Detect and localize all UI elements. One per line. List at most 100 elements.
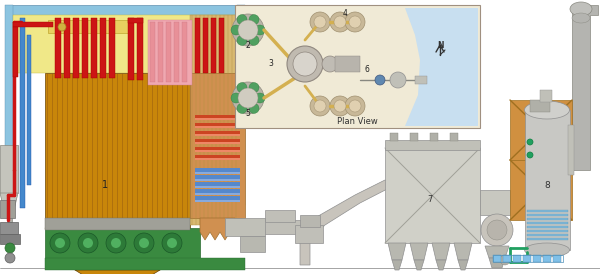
Circle shape (390, 72, 406, 88)
Polygon shape (432, 243, 450, 260)
Bar (385, 148, 480, 243)
Polygon shape (489, 258, 505, 268)
Bar (415, 76, 427, 84)
Bar (245, 82, 251, 114)
Circle shape (349, 16, 361, 28)
Bar (5, 5, 245, 15)
Bar (195, 126, 240, 128)
Circle shape (527, 152, 533, 158)
Bar (45, 228, 200, 258)
Bar (195, 193, 240, 195)
Bar (390, 133, 398, 141)
Circle shape (287, 46, 323, 82)
Bar (533, 255, 541, 262)
Circle shape (314, 100, 326, 112)
Bar (195, 142, 240, 144)
Bar (45, 218, 190, 230)
Bar (190, 73, 245, 218)
Bar (20, 18, 25, 208)
Polygon shape (572, 5, 598, 170)
Bar (73, 18, 79, 78)
Bar (195, 115, 240, 120)
Bar (237, 5, 245, 205)
Polygon shape (0, 193, 18, 210)
Bar (493, 255, 563, 262)
Bar (245, 14, 251, 46)
Bar (527, 226, 568, 228)
Circle shape (134, 233, 154, 253)
Circle shape (162, 233, 182, 253)
Bar (195, 182, 240, 186)
Circle shape (167, 238, 177, 248)
Text: 4: 4 (343, 10, 347, 19)
Circle shape (487, 220, 507, 240)
Circle shape (238, 20, 258, 40)
Circle shape (111, 238, 121, 248)
Bar (158, 22, 163, 82)
Circle shape (5, 253, 15, 263)
Bar (245, 14, 251, 46)
Circle shape (249, 103, 259, 113)
Bar (265, 210, 295, 222)
Bar (527, 210, 568, 212)
Polygon shape (200, 218, 235, 240)
Text: 5: 5 (245, 110, 250, 118)
Polygon shape (405, 8, 478, 126)
Bar (527, 230, 568, 232)
Polygon shape (392, 260, 402, 270)
Circle shape (5, 243, 15, 253)
Bar (568, 125, 574, 175)
Circle shape (310, 12, 330, 32)
Text: N: N (437, 41, 443, 50)
Bar (91, 18, 97, 78)
Circle shape (50, 233, 70, 253)
Bar (195, 118, 240, 120)
Bar (195, 189, 240, 193)
Bar (128, 18, 134, 80)
Bar (225, 218, 265, 236)
Bar (245, 14, 251, 46)
Circle shape (232, 14, 264, 46)
Circle shape (55, 238, 65, 248)
Bar (195, 139, 240, 144)
Bar (300, 215, 320, 227)
Bar (195, 158, 240, 160)
Circle shape (345, 12, 365, 32)
Bar (245, 82, 251, 114)
Circle shape (345, 96, 365, 116)
Bar (235, 5, 480, 128)
Bar (13, 22, 53, 27)
Circle shape (249, 82, 259, 93)
Bar (195, 175, 240, 179)
Bar (0, 200, 15, 218)
Circle shape (106, 233, 126, 253)
Circle shape (330, 12, 350, 32)
Bar (245, 82, 251, 114)
Bar (64, 18, 70, 78)
Bar (55, 18, 61, 78)
Bar (13, 15, 238, 73)
Bar (510, 100, 572, 160)
Bar (195, 147, 240, 152)
Bar (245, 14, 251, 46)
Bar (195, 131, 240, 136)
Bar (503, 255, 511, 262)
Circle shape (249, 15, 259, 25)
Bar (245, 14, 251, 46)
Polygon shape (485, 246, 509, 258)
Bar (450, 133, 458, 141)
Bar (195, 134, 240, 136)
Bar (523, 255, 531, 262)
Polygon shape (410, 243, 428, 260)
Bar (174, 22, 179, 82)
Bar (527, 234, 568, 236)
Bar (245, 14, 251, 46)
Bar (527, 214, 568, 216)
Bar (493, 255, 501, 262)
Circle shape (314, 16, 326, 28)
Bar (527, 222, 568, 224)
Bar (527, 238, 568, 240)
Bar (82, 18, 88, 78)
Circle shape (238, 88, 258, 108)
Bar (195, 168, 240, 172)
